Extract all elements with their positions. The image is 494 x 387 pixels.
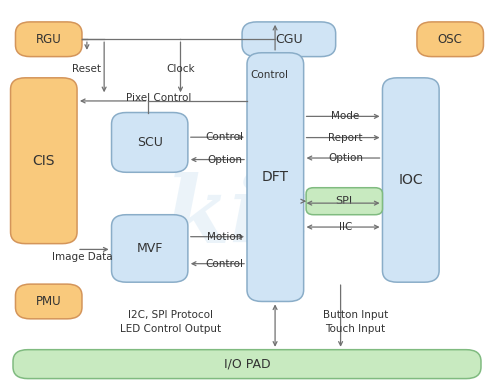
Text: Touch Input: Touch Input [326, 324, 385, 334]
Text: CIS: CIS [33, 154, 55, 168]
FancyBboxPatch shape [112, 113, 188, 172]
Text: Button Input: Button Input [323, 310, 388, 320]
FancyBboxPatch shape [417, 22, 484, 57]
Text: Control: Control [206, 132, 244, 142]
Text: Pixel Control: Pixel Control [125, 93, 191, 103]
FancyBboxPatch shape [247, 53, 304, 301]
FancyBboxPatch shape [10, 78, 77, 244]
FancyBboxPatch shape [242, 22, 335, 57]
FancyBboxPatch shape [306, 188, 382, 215]
Text: Image Data: Image Data [52, 252, 112, 262]
Text: Option: Option [328, 153, 363, 163]
Text: LED Control Output: LED Control Output [120, 324, 221, 334]
FancyBboxPatch shape [13, 350, 481, 378]
Text: Control: Control [206, 259, 244, 269]
Text: RGU: RGU [36, 33, 62, 46]
Text: DFT: DFT [262, 170, 289, 184]
Text: IIC: IIC [339, 222, 352, 232]
FancyBboxPatch shape [382, 78, 439, 282]
Text: Control: Control [250, 70, 288, 80]
Text: Reset: Reset [73, 64, 101, 74]
Text: CGU: CGU [275, 33, 303, 46]
FancyBboxPatch shape [15, 22, 82, 57]
Text: MVF: MVF [136, 242, 163, 255]
FancyBboxPatch shape [112, 215, 188, 282]
Text: SPI: SPI [336, 196, 353, 206]
Text: IOC: IOC [399, 173, 423, 187]
Text: kit: kit [165, 172, 310, 262]
Text: PMU: PMU [36, 295, 62, 308]
Text: OSC: OSC [438, 33, 463, 46]
FancyBboxPatch shape [15, 284, 82, 319]
Text: Mode: Mode [331, 111, 360, 122]
Text: Clock: Clock [166, 64, 195, 74]
Text: Motion: Motion [207, 232, 243, 242]
Text: I/O PAD: I/O PAD [224, 358, 270, 371]
Text: Option: Option [207, 154, 243, 164]
Text: I2C, SPI Protocol: I2C, SPI Protocol [128, 310, 213, 320]
Text: SCU: SCU [137, 136, 163, 149]
Text: Report: Report [329, 133, 363, 142]
